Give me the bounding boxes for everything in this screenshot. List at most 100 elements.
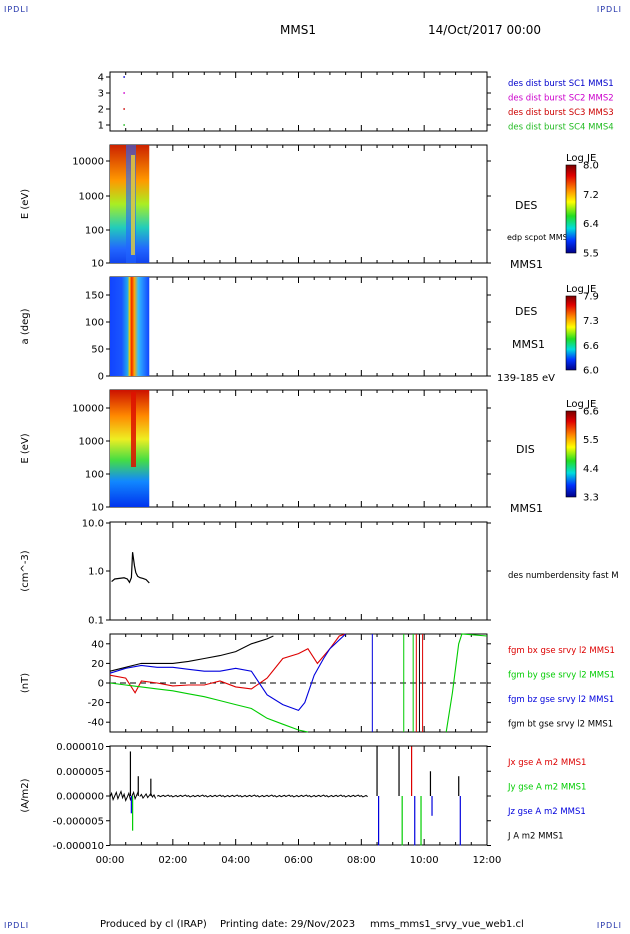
dis-energy-spectrogram xyxy=(110,390,150,507)
fgm-series-line xyxy=(109,633,346,694)
des-pitch-tick-label: 50 xyxy=(91,345,104,356)
density-panel xyxy=(109,521,488,621)
current-legend: J A m2 MMS1 xyxy=(507,832,564,842)
dis-energy-tick-label: 10000 xyxy=(72,404,104,415)
density-legend: des numberdensity fast M xyxy=(508,571,619,581)
availability-point xyxy=(123,92,126,94)
des-pitch-colorbar-tick: 7.3 xyxy=(583,316,599,327)
des-energy-tick-label: 1000 xyxy=(79,192,104,203)
des-energy-ylabel: E (eV) xyxy=(20,189,31,219)
time-axis-label: 04:00 xyxy=(221,855,250,866)
current-tick-label: 0.000000 xyxy=(56,792,104,803)
availability-panel xyxy=(109,71,488,132)
availability-point xyxy=(123,124,126,126)
dis-energy-colorbar-tick: 6.6 xyxy=(583,407,599,418)
des-energy-panel xyxy=(109,144,488,264)
dis-energy-colorbar xyxy=(565,410,577,498)
date-title: 14/Oct/2017 00:00 xyxy=(428,23,542,37)
des-pitch-tick-label: 100 xyxy=(85,318,104,329)
des-pitch-tick-label: 150 xyxy=(85,291,104,302)
fgm-tick-label: 20 xyxy=(91,659,104,670)
fgm-tick-label: 40 xyxy=(91,639,104,650)
des-energy-colorbar xyxy=(565,164,577,254)
availability-point xyxy=(123,108,126,110)
availability-tick-label: 1 xyxy=(98,121,104,132)
time-axis-label: 02:00 xyxy=(158,855,187,866)
density-series-line xyxy=(111,552,150,584)
current-series-trace xyxy=(109,789,139,803)
time-axis-label: 08:00 xyxy=(347,855,376,866)
des-energy-right-label: edp scpot MMS1 xyxy=(507,233,573,242)
current-ylabel: (A/m2) xyxy=(20,778,31,812)
fgm-tick-label: -20 xyxy=(88,698,104,709)
legend-mms4: des dist burst SC4 MMS4 xyxy=(508,123,614,133)
des-pitch-tick-label: 0 xyxy=(98,372,104,383)
des-energy-tick-label: 100 xyxy=(85,226,104,237)
des-pitch-right-label: MMS1 xyxy=(512,338,545,351)
availability-tick-label: 2 xyxy=(98,105,104,116)
fgm-tick-label: 0 xyxy=(98,679,104,690)
fgm-tick-label: -40 xyxy=(88,718,104,729)
current-legend: Jz gse A m2 MMS1 xyxy=(507,807,586,817)
dis-energy-right-label: DIS xyxy=(516,443,535,456)
footer-printing-date: Printing date: 29/Nov/2023 xyxy=(220,919,356,930)
des-energy-right-label: MMS1 xyxy=(510,258,543,271)
dis-energy-ylabel: E (eV) xyxy=(20,433,31,463)
dis-energy-tick-label: 100 xyxy=(85,470,104,481)
density-tick-label: 10.0 xyxy=(82,519,104,530)
availability-tick-label: 4 xyxy=(98,73,104,84)
current-tick-label: 0.000010 xyxy=(56,742,104,753)
current-tick-label: -0.000010 xyxy=(53,841,104,852)
footer-produced: Produced by cl (IRAP) xyxy=(100,919,207,930)
footer-filename: mms_mms1_srvy_vue_web1.cl xyxy=(370,919,524,930)
des-energy-right-label: DES xyxy=(515,199,537,212)
spacecraft-title: MMS1 xyxy=(280,23,316,37)
corner-tag-bottom-right: IPDLI xyxy=(596,921,622,930)
time-axis-label: 06:00 xyxy=(284,855,313,866)
dis-energy-tick-label: 1000 xyxy=(79,437,104,448)
corner-tag-bottom-left: IPDLI xyxy=(4,921,30,930)
current-series-trace xyxy=(139,792,157,799)
availability-tick-label: 3 xyxy=(98,89,104,100)
fgm-legend: fgm by gse srvy l2 MMS1 xyxy=(508,671,615,681)
fgm-series-line xyxy=(445,633,488,733)
current-legend: Jy gse A m2 MMS1 xyxy=(507,783,586,793)
availability-point xyxy=(123,76,126,78)
legend-mms1: des dist burst SC1 MMS1 xyxy=(508,79,614,89)
des-energy-tick-label: 10000 xyxy=(72,157,104,168)
time-axis-label: 00:00 xyxy=(96,855,125,866)
fgm-legend: fgm bz gse srvy l2 MMS1 xyxy=(508,695,614,705)
current-series-trace xyxy=(156,794,368,798)
density-ylabel: (cm^-3) xyxy=(20,550,31,591)
des-pitch-right-label: 139-185 eV xyxy=(497,373,555,384)
dis-energy-panel xyxy=(109,389,488,508)
density-tick-label: 1.0 xyxy=(88,567,104,578)
density-tick-label: 0.1 xyxy=(88,616,104,627)
fgm-series-line xyxy=(109,682,309,733)
current-legend: Jx gse A m2 MMS1 xyxy=(507,758,586,768)
dis-energy-colorbar-tick: 3.3 xyxy=(583,493,599,504)
des-energy-colorbar-tick: 6.4 xyxy=(583,219,599,230)
fgm-ylabel: (nT) xyxy=(20,673,31,693)
des-energy-colorbar-title: Log JE xyxy=(566,153,596,164)
current-tick-label: 0.000005 xyxy=(56,767,104,778)
legend-mms3: des dist burst SC3 MMS3 xyxy=(508,108,614,118)
des-pitch-spectrogram xyxy=(110,277,150,376)
des-energy-tick-label: 10 xyxy=(91,259,104,270)
des-pitch-colorbar-tick: 6.0 xyxy=(583,366,599,377)
fgm-series-line xyxy=(109,633,346,712)
des-pitch-colorbar xyxy=(565,295,577,371)
des-pitch-ylabel: a (deg) xyxy=(20,308,31,344)
dis-energy-colorbar-title: Log JE xyxy=(566,399,596,410)
time-axis-label: 10:00 xyxy=(410,855,439,866)
fgm-series-line xyxy=(109,635,274,672)
dis-energy-colorbar-tick: 5.5 xyxy=(583,435,599,446)
current-tick-label: -0.000005 xyxy=(53,816,104,827)
dis-energy-colorbar-tick: 4.4 xyxy=(583,464,599,475)
time-axis-label: 12:00 xyxy=(473,855,502,866)
fgm-legend: fgm bx gse srvy l2 MMS1 xyxy=(508,646,615,656)
des-pitch-panel xyxy=(109,276,488,377)
legend-mms2: des dist burst SC2 MMS2 xyxy=(508,94,614,104)
des-energy-colorbar-tick: 7.2 xyxy=(583,190,599,201)
